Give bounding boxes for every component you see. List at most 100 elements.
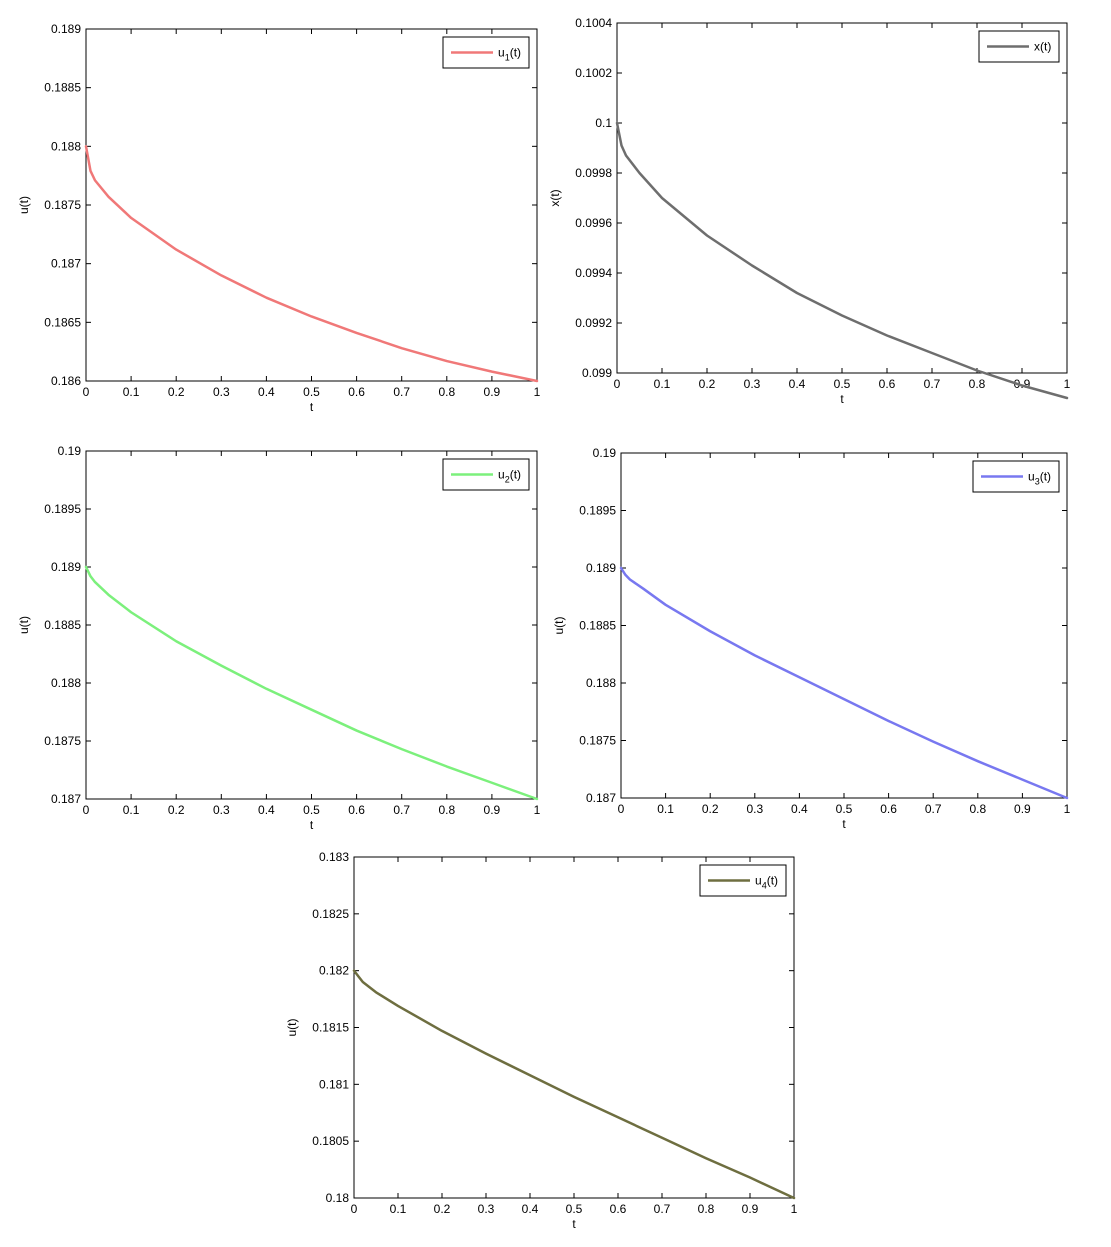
- y-axis-label: u(t): [552, 616, 566, 634]
- x-tick-label: 0.3: [213, 803, 230, 817]
- legend-label-subscript: 4: [762, 881, 767, 891]
- y-tick-label: 0.1815: [312, 1021, 349, 1035]
- y-tick-label: 0.1865: [44, 315, 81, 329]
- legend: u1(t): [442, 36, 530, 69]
- legend-label-subscript: 2: [505, 475, 510, 485]
- y-tick-label: 0.0998: [575, 166, 612, 180]
- legend-label-subscript: 1: [505, 53, 510, 63]
- legend-label: u1(t): [498, 46, 521, 63]
- x-tick-label: 1: [534, 385, 541, 399]
- x-tick-label: 0.2: [168, 385, 185, 399]
- x-tick-label: 0.4: [789, 377, 806, 391]
- y-tick-label: 0.18: [326, 1191, 350, 1205]
- y-tick-label: 0.1885: [579, 619, 616, 633]
- y-axis-label: u(t): [17, 616, 31, 634]
- y-tick-label: 0.187: [586, 791, 616, 805]
- x-axis-label: t: [840, 392, 844, 406]
- y-tick-label: 0.1885: [44, 81, 81, 95]
- legend-label: x(t): [1034, 40, 1051, 54]
- legend-label-main: u: [1028, 470, 1035, 484]
- x-tick-label: 0.3: [746, 802, 763, 816]
- y-tick-label: 0.1002: [575, 66, 612, 80]
- chart-panel-u4: 0 0.1 0.2 0.3 0.4 0.5 0.6 0.7 0.8 0.9 1 0.18 0.1805 0…: [285, 850, 798, 1231]
- x-tick-label: 0.6: [610, 1202, 627, 1216]
- x-tick-label: 0: [351, 1202, 358, 1216]
- x-tick-label: 0.8: [698, 1202, 715, 1216]
- y-tick-label: 0.0996: [575, 216, 612, 230]
- series-line-u2: [84, 565, 539, 801]
- x-tick-label: 0.1: [657, 802, 674, 816]
- x-tick-label: 0.6: [348, 385, 365, 399]
- x-tick-label: 1: [1064, 377, 1071, 391]
- y-tick-label: 0.099: [582, 366, 612, 380]
- y-tick-label: 0.0994: [575, 266, 612, 280]
- y-tick-label: 0.188: [51, 139, 81, 153]
- x-tick-label: 0: [614, 377, 621, 391]
- series-line-x: [615, 121, 1069, 400]
- x-tick-label: 0.8: [438, 803, 455, 817]
- x-tick-label: 1: [1064, 802, 1071, 816]
- legend-label-subscript: 3: [1035, 477, 1040, 487]
- series-line-u4: [352, 969, 796, 1200]
- y-tick-label: 0.186: [51, 374, 81, 388]
- legend-label-suffix: (t): [767, 874, 778, 888]
- x-tick-label: 0.8: [969, 377, 986, 391]
- legend-label-suffix: (t): [1040, 470, 1051, 484]
- legend: u3(t): [972, 460, 1060, 493]
- y-tick-label: 0.0992: [575, 316, 612, 330]
- x-tick-label: 0.6: [348, 803, 365, 817]
- series-line-u1: [84, 145, 539, 383]
- x-tick-label: 0.1: [123, 385, 140, 399]
- y-tick-label: 0.183: [319, 850, 349, 864]
- legend-label: u4(t): [755, 874, 778, 891]
- x-tick-label: 0.8: [438, 385, 455, 399]
- y-tick-label: 0.1: [595, 116, 612, 130]
- y-tick-label: 0.1875: [44, 734, 81, 748]
- legend-label-main: u: [755, 874, 762, 888]
- x-tick-label: 0.3: [213, 385, 230, 399]
- x-tick-label: 0.5: [566, 1202, 583, 1216]
- x-tick-label: 0.5: [303, 803, 320, 817]
- x-tick-label: 0.6: [880, 802, 897, 816]
- legend-label-suffix: (t): [510, 46, 521, 60]
- x-tick-label: 0.2: [434, 1202, 451, 1216]
- y-tick-label: 0.1895: [579, 504, 616, 518]
- y-axis-label: u(t): [285, 1018, 299, 1036]
- plot-area: [85, 450, 538, 800]
- x-tick-label: 0.6: [879, 377, 896, 391]
- x-tick-label: 0.4: [791, 802, 808, 816]
- y-tick-label: 0.19: [58, 444, 82, 458]
- series-line-u3: [619, 566, 1069, 800]
- chart-panel-x: 0 0.1 0.2 0.3 0.4 0.5 0.6 0.7 0.8 0.9 10.0990.0992…: [548, 16, 1071, 406]
- legend-label-main: u: [498, 46, 505, 60]
- x-tick-label: 0.7: [393, 385, 410, 399]
- x-tick-label: 0: [83, 385, 90, 399]
- x-tick-label: 0.8: [969, 802, 986, 816]
- x-tick-label: 0.7: [925, 802, 942, 816]
- x-tick-label: 0.3: [478, 1202, 495, 1216]
- x-axis-label: t: [310, 400, 314, 414]
- x-tick-label: 0.2: [168, 803, 185, 817]
- y-tick-label: 0.188: [586, 676, 616, 690]
- chart-panel-u3: 0 0.1 0.2 0.3 0.4 0.5 0.6 0.7 0.8 0.9 1 0.187 0.1875…: [552, 446, 1071, 831]
- legend-label-main: u: [498, 468, 505, 482]
- y-tick-label: 0.182: [319, 964, 349, 978]
- x-tick-label: 0.9: [742, 1202, 759, 1216]
- y-tick-label: 0.187: [51, 257, 81, 271]
- legend-label: u3(t): [1028, 470, 1051, 487]
- plot-area: [616, 22, 1068, 374]
- chart-panel-u1: 0 0.1 0.2 0.3 0.4 0.5 0.6 0.7 0.8 0.9 1 0.186 0.1865…: [17, 22, 541, 414]
- y-tick-label: 0.1825: [312, 907, 349, 921]
- x-tick-label: 1: [534, 803, 541, 817]
- x-tick-label: 0.9: [484, 385, 501, 399]
- plot-area: [353, 856, 795, 1199]
- y-tick-label: 0.1875: [44, 198, 81, 212]
- plot-area: [85, 28, 538, 382]
- y-axis-label: u(t): [17, 196, 31, 214]
- y-tick-label: 0.19: [593, 446, 617, 460]
- x-axis-label: t: [310, 818, 314, 832]
- y-tick-label: 0.1004: [575, 16, 612, 30]
- x-tick-label: 0: [83, 803, 90, 817]
- x-axis-label: t: [842, 817, 846, 831]
